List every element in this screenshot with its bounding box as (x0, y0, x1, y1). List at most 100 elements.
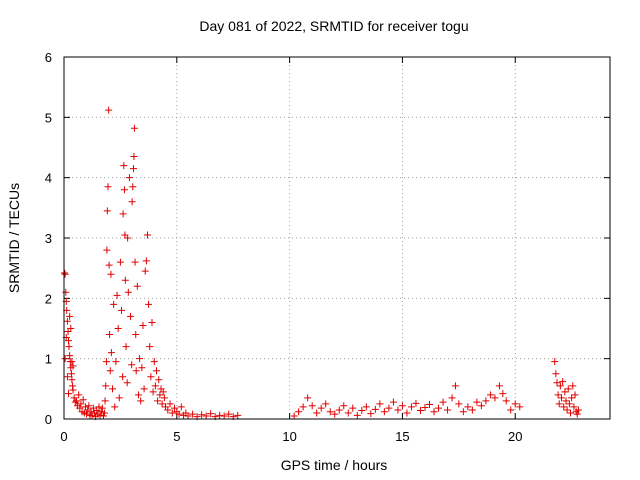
data-point (326, 408, 334, 416)
data-point (136, 355, 144, 363)
data-point (96, 411, 104, 419)
data-point (569, 382, 577, 390)
data-point (430, 408, 438, 416)
data-point (444, 406, 452, 414)
x-tick-label: 5 (173, 429, 180, 444)
y-tick-label: 0 (45, 412, 52, 427)
chart-title: Day 081 of 2022, SRMTID for receiver tog… (199, 18, 468, 34)
data-point (557, 394, 565, 402)
data-point (111, 403, 119, 411)
data-point (486, 391, 494, 399)
data-point (105, 106, 113, 114)
data-point (120, 162, 128, 170)
data-point (464, 403, 472, 411)
y-tick-label: 3 (45, 231, 52, 246)
data-point (67, 370, 75, 378)
data-point (299, 403, 307, 411)
data-point (77, 400, 85, 408)
data-point (551, 358, 559, 366)
data-point (115, 394, 123, 402)
data-point (468, 406, 476, 414)
data-point (220, 412, 228, 420)
data-point (62, 288, 70, 296)
data-point (439, 398, 447, 406)
data-point (166, 400, 174, 408)
data-point (114, 325, 122, 332)
data-point (573, 410, 581, 418)
data-point (98, 404, 106, 412)
data-point (491, 394, 499, 402)
data-point (552, 370, 560, 378)
data-point (171, 404, 179, 412)
data-point (113, 291, 121, 299)
data-point (151, 382, 159, 390)
data-point (389, 398, 397, 406)
data-point (103, 207, 111, 215)
data-point (112, 358, 120, 366)
data-point (101, 409, 109, 417)
data-point (177, 403, 185, 411)
data-point (83, 410, 91, 418)
data-point (79, 396, 87, 404)
data-point (164, 406, 172, 414)
data-point (132, 331, 140, 339)
data-point (398, 402, 406, 410)
data-point (69, 386, 77, 394)
data-point (61, 355, 69, 363)
data-point (168, 409, 176, 417)
data-point (403, 409, 411, 417)
data-point (367, 410, 375, 418)
data-point (128, 198, 136, 206)
data-point (459, 408, 467, 416)
data-point (119, 373, 127, 381)
data-point (335, 406, 343, 414)
data-point (68, 376, 76, 384)
y-tick-label: 6 (45, 50, 52, 65)
data-point (104, 183, 112, 191)
data-point (142, 257, 150, 265)
data-point (69, 362, 77, 370)
plot-frame (63, 56, 611, 420)
data-point (139, 321, 147, 329)
data-point (150, 358, 158, 366)
axis-ticks: 0 1 2 3 4 5 6 0 5 10 15 20 (45, 50, 610, 444)
data-point (207, 410, 215, 418)
data-point (75, 391, 83, 399)
data-point (567, 409, 575, 417)
data-point (119, 210, 127, 218)
data-point (435, 404, 443, 412)
data-point (555, 400, 563, 408)
data-points (60, 106, 582, 421)
data-point (147, 373, 155, 381)
data-point (477, 402, 485, 410)
data-point (127, 312, 135, 320)
data-point (109, 385, 117, 393)
data-point (202, 412, 210, 420)
data-point (61, 270, 69, 278)
data-point (516, 403, 524, 411)
data-point (385, 404, 393, 412)
y-axis-label: SRMTID / TECUs (6, 183, 22, 293)
data-point (175, 410, 183, 418)
data-point (101, 397, 109, 405)
data-point (340, 402, 348, 410)
data-point (129, 183, 137, 191)
data-point (507, 406, 515, 414)
y-tick-label: 2 (45, 291, 52, 306)
data-point (122, 343, 130, 351)
data-point (102, 358, 110, 366)
data-point (116, 258, 124, 266)
data-point (130, 124, 138, 132)
x-tick-label: 0 (60, 429, 67, 444)
data-point (120, 186, 128, 194)
data-point (132, 367, 140, 375)
data-point (313, 409, 321, 417)
data-point (563, 406, 571, 414)
data-point (412, 399, 420, 407)
data-point (107, 349, 115, 357)
data-point (145, 300, 153, 308)
data-point (128, 361, 136, 369)
data-point (133, 282, 141, 290)
data-point (140, 385, 148, 393)
